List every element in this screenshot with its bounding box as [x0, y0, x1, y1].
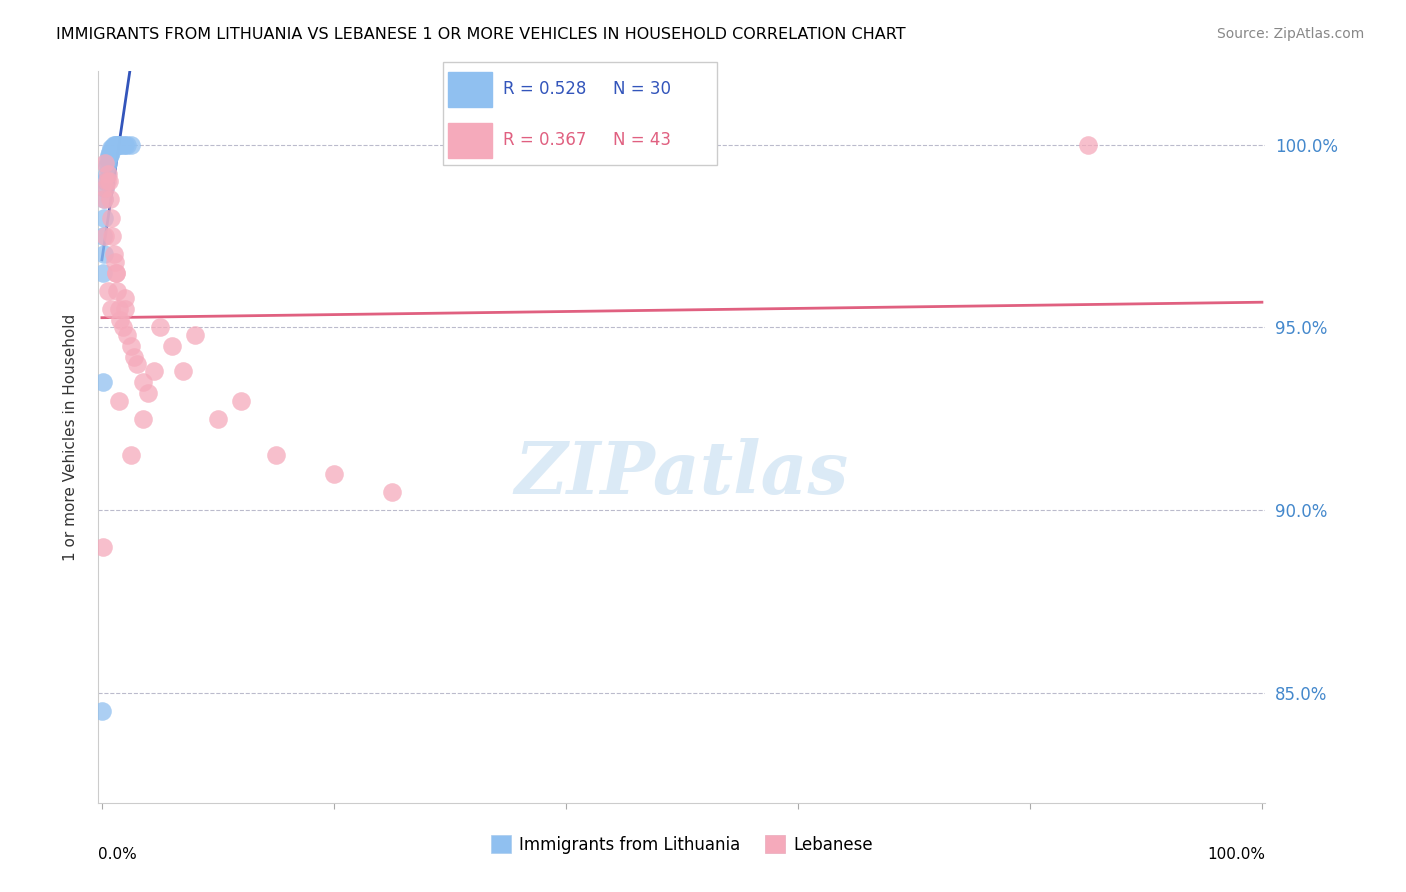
Point — [120, 339, 142, 353]
Point — [97, 174, 120, 188]
Point — [110, 137, 132, 152]
Point — [104, 254, 127, 268]
Point — [100, 145, 122, 159]
Point — [103, 247, 125, 261]
FancyBboxPatch shape — [443, 62, 717, 165]
Point — [117, 137, 139, 152]
Point — [207, 412, 229, 426]
Text: IMMIGRANTS FROM LITHUANIA VS LEBANESE 1 OR MORE VEHICLES IN HOUSEHOLD CORRELATIO: IMMIGRANTS FROM LITHUANIA VS LEBANESE 1 … — [56, 27, 905, 42]
FancyBboxPatch shape — [449, 123, 492, 158]
Point — [110, 313, 132, 327]
Point — [98, 193, 121, 207]
Legend: Immigrants from Lithuania, Lebanese: Immigrants from Lithuania, Lebanese — [484, 829, 880, 860]
Point — [100, 211, 122, 225]
Point — [91, 266, 114, 280]
FancyBboxPatch shape — [449, 71, 492, 106]
Point — [104, 266, 127, 280]
Point — [97, 156, 120, 170]
Point — [111, 137, 134, 152]
Point — [105, 137, 128, 152]
Point — [93, 211, 115, 225]
Point — [111, 320, 134, 334]
Text: R = 0.367: R = 0.367 — [503, 131, 586, 149]
Point — [94, 181, 117, 195]
Point — [114, 302, 136, 317]
Point — [1077, 137, 1099, 152]
Point — [114, 137, 136, 152]
Point — [98, 148, 121, 162]
Point — [117, 327, 139, 342]
Point — [149, 320, 172, 334]
Point — [90, 705, 112, 719]
Point — [114, 291, 136, 305]
Text: 100.0%: 100.0% — [1208, 847, 1265, 862]
Point — [103, 137, 125, 152]
Point — [94, 181, 117, 195]
Point — [120, 449, 142, 463]
Point — [96, 167, 118, 181]
Point — [108, 302, 131, 317]
Point — [100, 141, 122, 155]
Point — [120, 137, 142, 152]
Point — [105, 284, 128, 298]
Text: N = 30: N = 30 — [613, 80, 671, 98]
Point — [172, 364, 194, 378]
Point — [100, 302, 122, 317]
Point — [94, 156, 117, 170]
Text: ZIPatlas: ZIPatlas — [515, 438, 849, 509]
Point — [108, 393, 131, 408]
Point — [101, 141, 124, 155]
Point — [143, 364, 166, 378]
Point — [101, 229, 124, 244]
Point — [96, 160, 118, 174]
Point — [104, 266, 127, 280]
Text: N = 43: N = 43 — [613, 131, 671, 149]
Point — [96, 174, 118, 188]
Point — [91, 540, 114, 554]
Point — [322, 467, 344, 481]
Text: Source: ZipAtlas.com: Source: ZipAtlas.com — [1216, 27, 1364, 41]
Y-axis label: 1 or more Vehicles in Household: 1 or more Vehicles in Household — [63, 313, 77, 561]
Point — [93, 193, 115, 207]
Point — [93, 247, 115, 261]
Point — [94, 174, 117, 188]
Point — [97, 284, 120, 298]
Point — [229, 393, 252, 408]
Point — [107, 137, 129, 152]
Point — [124, 350, 146, 364]
Point — [97, 167, 120, 181]
Point — [93, 193, 115, 207]
Point — [97, 148, 120, 162]
Point — [91, 376, 114, 390]
Point — [264, 449, 287, 463]
Point — [131, 376, 153, 390]
Point — [160, 339, 183, 353]
Point — [381, 485, 404, 500]
Point — [131, 412, 153, 426]
Point — [108, 137, 131, 152]
Point — [98, 145, 121, 159]
Point — [125, 357, 148, 371]
Point — [97, 152, 120, 166]
Text: R = 0.528: R = 0.528 — [503, 80, 586, 98]
Point — [136, 386, 159, 401]
Point — [183, 327, 205, 342]
Point — [104, 137, 127, 152]
Point — [91, 229, 114, 244]
Text: 0.0%: 0.0% — [98, 847, 138, 862]
Point — [104, 137, 127, 152]
Point — [94, 229, 117, 244]
